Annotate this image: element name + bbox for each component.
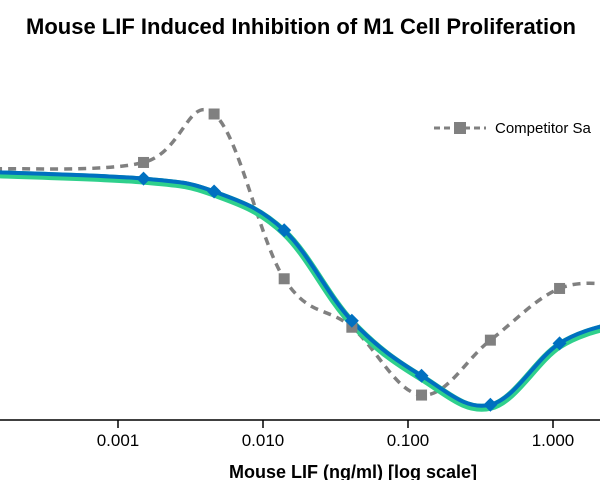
series-main-point: [344, 313, 359, 328]
series-competitor-point: [484, 334, 496, 346]
series-main-point: [136, 171, 151, 186]
series-competitor-point: [208, 108, 220, 120]
series-competitor-line: [0, 107, 600, 397]
series-main-point: [552, 336, 567, 351]
x-axis-label: Mouse LIF (ng/ml) [log scale]: [229, 462, 477, 480]
series-main-point: [414, 368, 429, 383]
x-tick-label: 1.000: [532, 431, 575, 450]
x-axis-ticks: 0.001 0.010 0.100 1.000: [97, 420, 575, 450]
series-main-point: [207, 184, 222, 199]
series-main-point: [277, 223, 292, 238]
x-tick-label: 0.100: [387, 431, 430, 450]
legend-swatch-marker: [454, 122, 466, 134]
x-tick-label: 0.001: [97, 431, 140, 450]
series-competitor-point: [138, 156, 150, 168]
legend-entry-competitor: Competitor Sa: [495, 120, 592, 137]
plot-area: [0, 107, 600, 412]
series-main-glow: [0, 170, 600, 412]
marker-layer: [0, 108, 567, 412]
series-competitor-point: [416, 389, 428, 401]
chart-title: Mouse LIF Induced Inhibition of M1 Cell …: [26, 14, 576, 39]
series-competitor-point: [554, 282, 566, 294]
series-layer: [0, 107, 600, 412]
series-competitor-point: [278, 273, 290, 285]
series-main-line: [0, 170, 600, 408]
legend: Competitor Sa: [434, 120, 592, 137]
series-main-point: [483, 397, 498, 412]
series-main-point: [0, 170, 2, 174]
x-tick-label: 0.010: [242, 431, 285, 450]
